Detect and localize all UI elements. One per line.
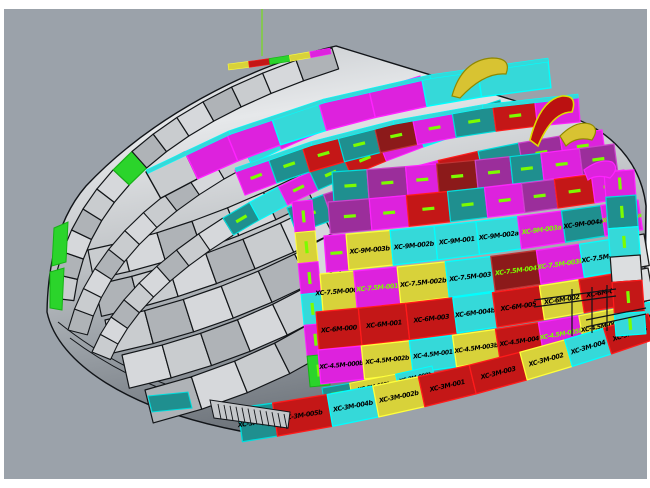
teal-sliver-panel[interactable] xyxy=(147,391,193,413)
mini-label-mark xyxy=(428,125,441,131)
mini-label-mark xyxy=(344,183,357,188)
deck-rail xyxy=(234,93,579,173)
horn-magenta[interactable] xyxy=(583,160,617,181)
mini-label-mark xyxy=(313,333,318,346)
mini-label-mark xyxy=(390,132,403,139)
mini-label-mark xyxy=(301,210,306,223)
mini-label-mark xyxy=(383,210,396,215)
keel-hatch-line xyxy=(217,403,222,420)
panel-label: XC-9M-001 xyxy=(438,235,476,247)
railing-line xyxy=(533,288,617,301)
panel-label: XC-4.5M-000b xyxy=(318,360,364,371)
keel-hatch-line xyxy=(247,408,252,424)
horn-yellow-2[interactable] xyxy=(559,122,597,147)
mini-label-mark xyxy=(235,214,248,224)
mini-label-mark xyxy=(451,174,464,179)
mini-label-mark xyxy=(307,271,312,285)
mini-label-mark xyxy=(358,155,372,163)
mini-label-mark xyxy=(422,206,435,211)
mini-label-mark xyxy=(622,235,627,248)
mini-label-mark xyxy=(626,290,631,304)
mini-label-mark xyxy=(461,202,474,207)
keel-hatch-line xyxy=(235,406,240,422)
mini-label-mark xyxy=(592,156,605,162)
panel-label: XC-4.5M-002b xyxy=(364,354,410,366)
green-sliver-panel[interactable] xyxy=(51,221,69,267)
mini-label-mark xyxy=(292,184,305,193)
panel-label: XC-6M-000 xyxy=(320,323,358,334)
mini-label-mark xyxy=(282,161,296,169)
mini-label-mark xyxy=(555,161,568,167)
mini-label-mark xyxy=(533,193,546,199)
mini-label-mark xyxy=(250,172,263,181)
keel-hatch-line xyxy=(277,413,282,429)
keel-hatch-line xyxy=(229,405,234,421)
hull-panel[interactable] xyxy=(609,254,643,283)
panel-label: XC-9M-003b xyxy=(348,244,390,256)
keel-hatch-line xyxy=(223,404,228,420)
mini-label-mark xyxy=(317,150,330,158)
panel-label: XC-6M-001 xyxy=(365,318,403,330)
keel-hatch-line xyxy=(271,412,276,428)
mini-label-mark xyxy=(468,118,481,124)
mini-label-mark xyxy=(416,177,429,182)
mini-label-mark xyxy=(576,143,589,149)
horn-yellow-1[interactable] xyxy=(451,57,508,99)
mini-label-mark xyxy=(304,241,309,254)
railing-and-hatch-lines xyxy=(217,285,647,430)
railing-line xyxy=(585,313,647,328)
hull-panel[interactable] xyxy=(309,47,332,59)
mini-label-mark xyxy=(381,180,394,185)
keel-hatch-line xyxy=(265,411,270,427)
keel-hatch-line xyxy=(253,409,258,425)
mini-label-mark xyxy=(310,302,315,316)
hull-panel[interactable] xyxy=(482,93,579,109)
railing-line xyxy=(533,295,617,308)
keel-hatch-line xyxy=(259,410,264,426)
mini-label-mark xyxy=(509,113,522,118)
mini-label-mark xyxy=(352,141,366,148)
keel-hatch-line xyxy=(283,413,288,430)
mini-label-mark xyxy=(520,166,534,171)
mini-label-mark xyxy=(498,197,511,203)
hull-panel-strips: XC-9M-003b XC-9M-002b XC-9M-001 XC-9M-002a X… xyxy=(51,47,650,443)
deck-rail xyxy=(145,57,549,174)
railing-line xyxy=(585,307,647,321)
mini-label-mark xyxy=(330,250,343,256)
top-sliver-strip xyxy=(227,47,332,71)
mini-label-mark xyxy=(619,205,624,219)
mini-label-mark xyxy=(343,214,356,219)
mini-label-mark xyxy=(568,188,581,194)
keel-hatch-line xyxy=(241,407,246,423)
mini-label-mark xyxy=(487,170,501,175)
mini-label-mark xyxy=(617,177,622,190)
gray-grid-row xyxy=(121,267,358,389)
green-sliver-panel[interactable] xyxy=(49,267,65,311)
mini-label-mark xyxy=(628,317,633,330)
horn-red[interactable] xyxy=(529,95,575,148)
